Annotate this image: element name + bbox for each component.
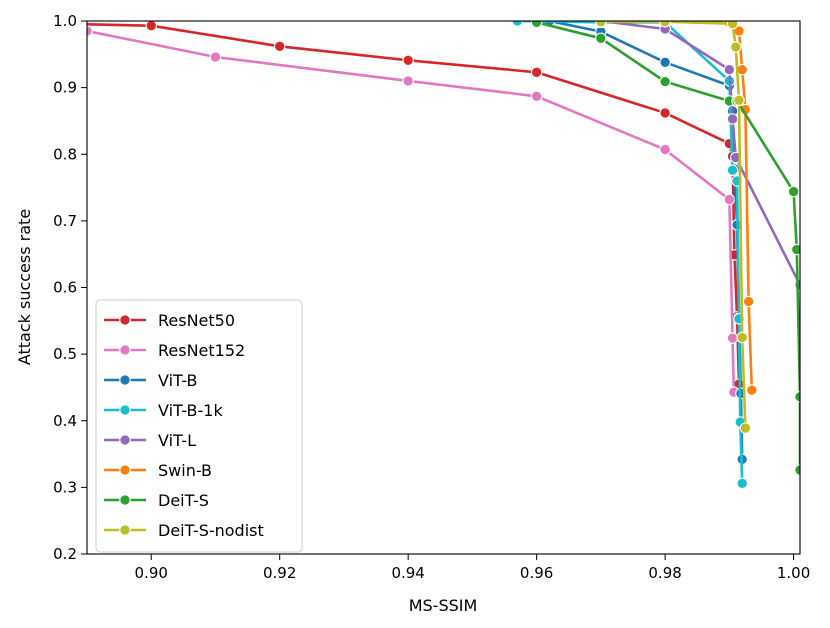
legend-item-resnet152: ResNet152 [104,341,245,360]
y-tick-label: 0.3 [53,478,77,496]
data-point-vit-b-1k [726,164,739,176]
data-point-deit-s-nodist [733,94,745,107]
x-axis-label: MS-SSIM [409,596,478,615]
data-point-deit-s [659,75,671,88]
legend-item-resnet50: ResNet50 [104,311,235,330]
data-point-resnet50 [402,54,414,67]
data-point-deit-s-nodist [736,331,748,344]
y-tick-label: 1.0 [53,12,77,30]
data-point-resnet152 [530,90,543,103]
legend-item-vit-b-1k: ViT-B-1k [104,401,223,420]
data-point-resnet50 [273,40,286,53]
legend-item-swin-b: Swin-B [104,461,212,480]
y-tick-label: 0.9 [53,79,77,97]
legend-label: ResNet50 [158,311,235,330]
series-line-resnet152 [87,29,736,393]
data-point-deit-s-nodist [659,21,671,28]
data-point-swin-b [746,384,758,396]
x-tick-label: 0.92 [263,564,296,582]
data-point-deit-s-nodist [726,21,739,30]
series-resnet50 [87,21,745,390]
data-point-vit-b-1k [511,21,524,27]
data-point-resnet152 [659,143,671,156]
x-tick-label: 1.00 [777,564,810,582]
y-tick-label: 0.6 [53,279,77,297]
data-point-resnet152 [209,51,222,63]
data-point-deit-s [791,243,800,256]
x-tick-label: 0.96 [520,564,553,582]
y-tick-label: 0.2 [53,545,77,563]
legend-item-deit-s: DeiT-S [104,491,209,510]
x-tick-label: 0.98 [648,564,681,582]
data-point-vit-l [726,113,739,125]
legend-swatch-marker [119,404,131,416]
data-point-swin-b [742,295,755,308]
data-point-vit-l [723,63,736,76]
legend-swatch-marker [119,374,131,386]
data-point-resnet50 [530,66,543,79]
legend-swatch-marker [119,344,131,356]
series-resnet152 [87,25,740,398]
data-point-deit-s [595,32,607,45]
legend-item-deit-s-nodist: DeiT-S-nodist [104,521,264,540]
legend-item-vit-b: ViT-B [104,371,198,390]
legend-label: ViT-L [158,431,196,450]
data-point-resnet50 [145,21,157,32]
legend-swatch-marker [119,524,131,536]
legend-label: ResNet152 [158,341,245,360]
legend-label: Swin-B [158,461,212,480]
legend-item-vit-l: ViT-L [104,431,196,450]
x-tick-label: 0.90 [135,564,168,582]
y-tick-label: 0.4 [53,412,77,430]
data-point-deit-s [530,21,543,29]
legend-label: DeiT-S [158,491,209,510]
y-tick-label: 0.8 [53,145,77,163]
data-point-deit-s-nodist [730,41,742,53]
legend-swatch-marker [119,314,131,326]
series-deit-s-nodist [595,21,752,434]
data-point-resnet152 [726,332,739,344]
data-point-deit-s-nodist [595,21,607,28]
legend-label: ViT-B-1k [158,401,223,420]
x-tick-label: 0.94 [391,564,424,582]
legend: ResNet50 ResNet152 ViT-B ViT-B-1k ViT-L Swin-… [95,299,303,553]
y-axis-label: Attack success rate [15,209,34,365]
legend-swatch-marker [119,494,131,506]
legend-label: ViT-B [158,371,198,390]
legend-label: DeiT-S-nodist [158,521,264,540]
data-point-resnet152 [402,75,414,87]
y-axis-ticks: 0.2 0.3 0.4 0.5 0.6 0.7 0.8 0.9 1.0 [53,12,87,563]
data-point-vit-b-1k [736,477,748,490]
y-tick-label: 0.7 [53,212,77,230]
legend-box [95,299,303,553]
data-point-resnet50 [659,107,671,119]
data-point-deit-s-nodist [739,422,752,434]
y-tick-label: 0.5 [53,345,77,363]
x-axis-ticks: 0.90 0.92 0.94 0.96 0.98 1.00 [135,554,810,582]
legend-swatch-marker [119,464,131,476]
data-point-vit-b [659,56,671,69]
data-point-deit-s [787,185,800,198]
data-point-resnet152 [723,193,736,206]
legend-swatch-marker [119,434,131,446]
